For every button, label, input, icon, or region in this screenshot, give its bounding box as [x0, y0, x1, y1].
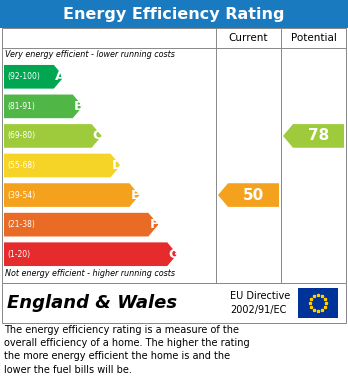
- Polygon shape: [4, 154, 120, 178]
- Polygon shape: [4, 242, 177, 266]
- Bar: [0, 0, 348, 28]
- Text: (55-68): (55-68): [7, 161, 35, 170]
- Bar: [2, 283, 346, 323]
- Polygon shape: [218, 183, 279, 207]
- Polygon shape: [4, 65, 64, 89]
- Text: G: G: [168, 248, 179, 261]
- Text: Not energy efficient - higher running costs: Not energy efficient - higher running co…: [5, 269, 175, 278]
- Text: (39-54): (39-54): [7, 190, 35, 199]
- Text: B: B: [74, 100, 84, 113]
- Polygon shape: [4, 124, 102, 148]
- Bar: [2, 28, 346, 283]
- Text: E: E: [130, 188, 140, 202]
- Text: F: F: [149, 218, 158, 231]
- Text: (81-91): (81-91): [7, 102, 35, 111]
- Text: A: A: [55, 70, 65, 83]
- Text: (69-80): (69-80): [7, 131, 35, 140]
- Text: 50: 50: [243, 188, 264, 203]
- Text: C: C: [93, 129, 102, 142]
- Bar: [298, 288, 338, 318]
- Text: (21-38): (21-38): [7, 220, 35, 229]
- Polygon shape: [4, 213, 158, 237]
- Text: Current: Current: [229, 33, 268, 43]
- Text: The energy efficiency rating is a measure of the
overall efficiency of a home. T: The energy efficiency rating is a measur…: [4, 325, 250, 375]
- Text: (92-100): (92-100): [7, 72, 40, 81]
- Text: 2002/91/EC: 2002/91/EC: [230, 305, 286, 315]
- Polygon shape: [4, 95, 83, 118]
- Text: Potential: Potential: [291, 33, 337, 43]
- Text: EU Directive: EU Directive: [230, 291, 290, 301]
- Text: Energy Efficiency Rating: Energy Efficiency Rating: [63, 7, 285, 22]
- Text: England & Wales: England & Wales: [7, 294, 177, 312]
- Text: 78: 78: [308, 128, 329, 143]
- Text: (1-20): (1-20): [7, 250, 30, 259]
- Polygon shape: [283, 124, 344, 148]
- Text: D: D: [112, 159, 123, 172]
- Text: Very energy efficient - lower running costs: Very energy efficient - lower running co…: [5, 50, 175, 59]
- Polygon shape: [4, 183, 140, 207]
